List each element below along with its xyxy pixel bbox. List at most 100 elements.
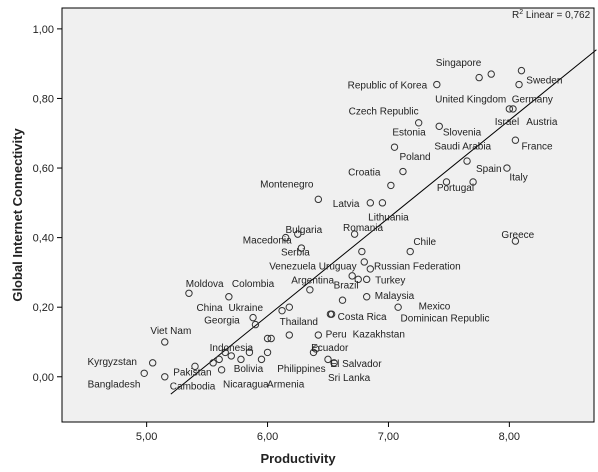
- point-label: Uruguay: [319, 261, 357, 272]
- point-label: Bulgaria: [285, 225, 322, 236]
- point-label: Thailand: [280, 317, 318, 328]
- point-label: Italy: [509, 173, 527, 184]
- point-label: Colombia: [232, 279, 275, 290]
- data-point: [330, 359, 338, 367]
- point-label: Macedonia: [243, 235, 292, 246]
- point-label: Pakistan: [173, 368, 211, 379]
- data-point: [348, 272, 356, 280]
- r2-label-sup: 2: [519, 9, 523, 16]
- point-label: Mexico: [419, 301, 451, 312]
- point-label: Nicaragua: [223, 380, 269, 391]
- data-point: [469, 178, 477, 186]
- data-point: [312, 345, 320, 353]
- data-point: [327, 310, 336, 318]
- point-label: Serbia: [281, 248, 310, 259]
- data-point: [209, 359, 217, 367]
- data-point: [257, 355, 266, 364]
- data-point: [463, 157, 471, 165]
- point-label: Romania: [343, 223, 383, 234]
- point-label: Austria: [526, 117, 558, 128]
- data-point: [285, 331, 294, 339]
- data-point: [366, 265, 375, 273]
- y-tick-label: 1,00: [33, 24, 54, 36]
- data-point: [358, 247, 366, 256]
- point-label: Kazakhstan: [353, 329, 405, 340]
- data-point: [509, 105, 517, 113]
- data-point: [278, 306, 286, 315]
- point-label: Russian Federation: [374, 261, 461, 272]
- point-label: Georgia: [204, 315, 240, 326]
- data-point: [191, 362, 199, 371]
- point-label: Estonia: [392, 128, 426, 139]
- point-label: Republic of Korea: [348, 81, 428, 92]
- point-label: Costa Rica: [338, 312, 387, 323]
- data-point: [249, 313, 257, 322]
- data-point: [161, 338, 169, 346]
- data-point: [245, 348, 254, 357]
- data-point: [314, 331, 323, 339]
- fit-line: [170, 49, 597, 395]
- point-label: Dominican Republic: [401, 314, 490, 325]
- data-point: [281, 233, 290, 242]
- x-axis: 5,00 6,00 7,00 8,00: [136, 422, 520, 443]
- point-label: Saudi Arabia: [434, 141, 491, 152]
- point-label: Venezuela: [269, 261, 316, 272]
- data-point: [517, 66, 526, 75]
- r2-label: R2 Linear = 0,762: [512, 9, 591, 21]
- data-point: [362, 275, 371, 284]
- y-tick-label: 0,80: [33, 93, 54, 105]
- point-label: Sri Lanka: [328, 373, 371, 384]
- data-point: [263, 334, 272, 343]
- data-point: [285, 303, 294, 311]
- point-label: Poland: [399, 152, 430, 163]
- data-points: [140, 66, 526, 381]
- point-label: Germany: [512, 94, 553, 105]
- data-point: [217, 366, 226, 374]
- y-axis: 0,00 0,20 0,40 0,60 0,80 1,00: [33, 24, 62, 384]
- data-point: [362, 293, 371, 301]
- data-point: [515, 80, 523, 89]
- data-point: [225, 293, 233, 301]
- data-point: [475, 73, 483, 82]
- data-point: [442, 178, 451, 186]
- data-point: [378, 199, 387, 207]
- point-label: Montenegro: [260, 180, 314, 191]
- point-label: Turkey: [375, 275, 405, 286]
- point-label: Latvia: [333, 199, 360, 210]
- data-point: [314, 195, 323, 204]
- point-label: Argentina: [291, 275, 334, 286]
- y-tick-label: 0,00: [33, 372, 54, 384]
- point-label: Ecuador: [311, 343, 349, 354]
- data-point: [140, 369, 148, 377]
- data-point: [394, 303, 402, 311]
- point-label: Brazil: [334, 281, 359, 292]
- point-label: Peru: [326, 329, 347, 340]
- data-point: [306, 286, 314, 294]
- data-point: [505, 105, 514, 113]
- r2-label-prefix: R: [512, 10, 519, 21]
- point-label: Bolivia: [234, 364, 264, 375]
- point-label: Croatia: [348, 168, 381, 179]
- y-tick-label: 0,20: [33, 302, 54, 314]
- data-point: [267, 334, 275, 343]
- x-tick-label: 8,00: [499, 431, 520, 443]
- data-point: [503, 164, 511, 172]
- data-point: [297, 244, 306, 252]
- plot-area: [61, 7, 595, 423]
- data-point: [487, 70, 495, 78]
- point-label: Greece: [501, 230, 534, 241]
- data-point: [360, 258, 368, 266]
- data-point: [263, 348, 272, 357]
- data-point: [227, 352, 235, 360]
- point-label: Cambodia: [170, 381, 216, 392]
- point-labels: Singapore Sweden Republic of Korea United K…: [87, 58, 562, 393]
- point-label: Portugal: [437, 183, 474, 194]
- y-tick-label: 0,60: [33, 163, 54, 175]
- data-point: [406, 247, 414, 256]
- y-axis-title: Global Internet Connectivity: [10, 128, 25, 302]
- data-point: [324, 355, 332, 364]
- x-tick-label: 5,00: [136, 431, 157, 443]
- data-point: [387, 181, 395, 190]
- data-point: [366, 199, 375, 207]
